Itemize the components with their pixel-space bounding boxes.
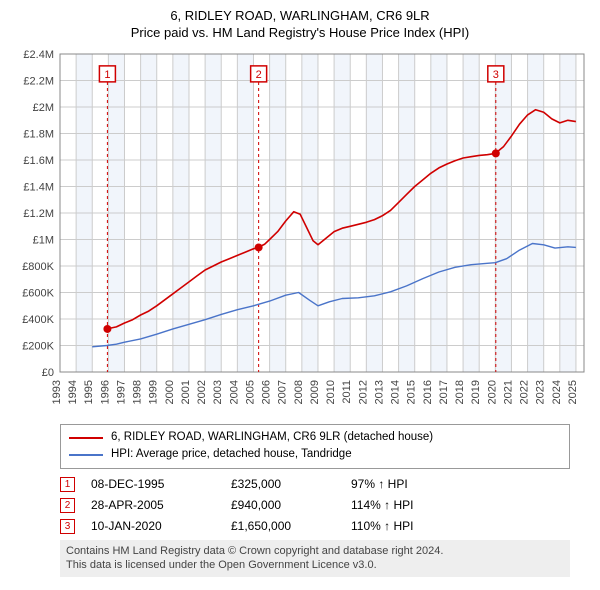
sale-date: 08-DEC-1995 (91, 477, 231, 491)
svg-text:2015: 2015 (406, 380, 418, 404)
sale-marker-icon: 2 (60, 498, 75, 513)
svg-text:1993: 1993 (51, 380, 63, 404)
attribution-footer: Contains HM Land Registry data © Crown c… (60, 540, 570, 578)
svg-text:2012: 2012 (357, 380, 369, 404)
svg-text:2005: 2005 (244, 380, 256, 404)
sale-marker-icon: 1 (60, 477, 75, 492)
svg-text:2000: 2000 (164, 380, 176, 404)
svg-text:2010: 2010 (325, 380, 337, 404)
sale-row: 2 28-APR-2005£940,000114% ↑ HPI (60, 498, 570, 513)
footer-line: Contains HM Land Registry data © Crown c… (66, 544, 564, 559)
svg-text:2016: 2016 (422, 380, 434, 404)
sale-pct: 110% ↑ HPI (351, 519, 570, 533)
svg-text:1: 1 (104, 69, 110, 81)
svg-text:2022: 2022 (519, 380, 531, 404)
svg-text:£1.6M: £1.6M (23, 155, 54, 167)
svg-text:2021: 2021 (502, 380, 514, 404)
sale-row: 1 08-DEC-1995£325,00097% ↑ HPI (60, 477, 570, 492)
svg-text:2002: 2002 (196, 380, 208, 404)
legend-label: 6, RIDLEY ROAD, WARLINGHAM, CR6 9LR (det… (111, 429, 433, 446)
svg-text:2020: 2020 (486, 380, 498, 404)
legend-label: HPI: Average price, detached house, Tand… (111, 446, 352, 463)
sale-marker-icon: 3 (60, 519, 75, 534)
footer-line: This data is licensed under the Open Gov… (66, 558, 564, 573)
sale-pct: 114% ↑ HPI (351, 498, 570, 512)
chart-subtitle: Price paid vs. HM Land Registry's House … (10, 25, 590, 40)
svg-text:2013: 2013 (373, 380, 385, 404)
sale-price: £1,650,000 (231, 519, 351, 533)
svg-text:2018: 2018 (454, 380, 466, 404)
svg-text:2007: 2007 (277, 380, 289, 404)
svg-text:2024: 2024 (551, 380, 563, 404)
svg-text:£0: £0 (42, 367, 54, 379)
svg-text:2008: 2008 (293, 380, 305, 404)
svg-text:2: 2 (256, 69, 262, 81)
svg-text:£400K: £400K (22, 314, 54, 326)
svg-text:1999: 1999 (148, 380, 160, 404)
svg-text:£600K: £600K (22, 288, 54, 300)
chart-plot: £0 £200K £400K £600K £800K £1M £1.2M £1.4M £1.6M… (10, 48, 590, 418)
legend-swatch (69, 454, 103, 456)
svg-text:2003: 2003 (212, 380, 224, 404)
svg-text:1995: 1995 (83, 380, 95, 404)
svg-text:2004: 2004 (228, 380, 240, 404)
svg-text:1994: 1994 (67, 380, 79, 404)
sale-date: 10-JAN-2020 (91, 519, 231, 533)
svg-text:1997: 1997 (115, 380, 127, 404)
chart-title: 6, RIDLEY ROAD, WARLINGHAM, CR6 9LR (10, 8, 590, 23)
svg-text:£1.8M: £1.8M (23, 129, 54, 141)
svg-text:£2.4M: £2.4M (23, 49, 54, 61)
svg-text:£1.2M: £1.2M (23, 208, 54, 220)
svg-text:2025: 2025 (567, 380, 579, 404)
svg-text:£1M: £1M (33, 235, 54, 247)
legend-item: 6, RIDLEY ROAD, WARLINGHAM, CR6 9LR (det… (69, 429, 561, 446)
svg-text:2001: 2001 (180, 380, 192, 404)
legend-item: HPI: Average price, detached house, Tand… (69, 446, 561, 463)
svg-text:£1.4M: £1.4M (23, 182, 54, 194)
svg-text:£2M: £2M (33, 102, 54, 114)
chart-svg: £0 £200K £400K £600K £800K £1M £1.2M £1.4M £1.6M… (10, 48, 590, 418)
svg-text:2019: 2019 (470, 380, 482, 404)
svg-text:3: 3 (493, 69, 499, 81)
svg-text:1998: 1998 (132, 380, 144, 404)
svg-text:£2.2M: £2.2M (23, 76, 54, 88)
sale-price: £325,000 (231, 477, 351, 491)
sale-date: 28-APR-2005 (91, 498, 231, 512)
sales-table: 1 08-DEC-1995£325,00097% ↑ HPI 2 28-APR-200… (60, 477, 570, 534)
svg-text:2011: 2011 (341, 380, 353, 404)
chart-container: 6, RIDLEY ROAD, WARLINGHAM, CR6 9LR Pric… (0, 0, 600, 583)
sale-pct: 97% ↑ HPI (351, 477, 570, 491)
svg-text:2023: 2023 (535, 380, 547, 404)
sale-price: £940,000 (231, 498, 351, 512)
svg-text:2017: 2017 (438, 380, 450, 404)
svg-text:£800K: £800K (22, 261, 54, 273)
svg-text:£200K: £200K (22, 341, 54, 353)
svg-text:2009: 2009 (309, 380, 321, 404)
sale-row: 3 10-JAN-2020£1,650,000110% ↑ HPI (60, 519, 570, 534)
svg-text:2014: 2014 (390, 380, 402, 404)
legend: 6, RIDLEY ROAD, WARLINGHAM, CR6 9LR (det… (60, 424, 570, 469)
svg-text:2006: 2006 (261, 380, 273, 404)
svg-text:1996: 1996 (99, 380, 111, 404)
legend-swatch (69, 437, 103, 439)
